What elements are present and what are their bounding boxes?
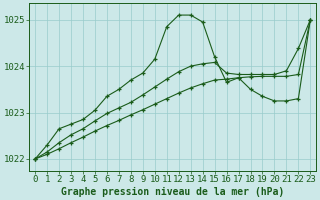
X-axis label: Graphe pression niveau de la mer (hPa): Graphe pression niveau de la mer (hPa) <box>61 186 284 197</box>
